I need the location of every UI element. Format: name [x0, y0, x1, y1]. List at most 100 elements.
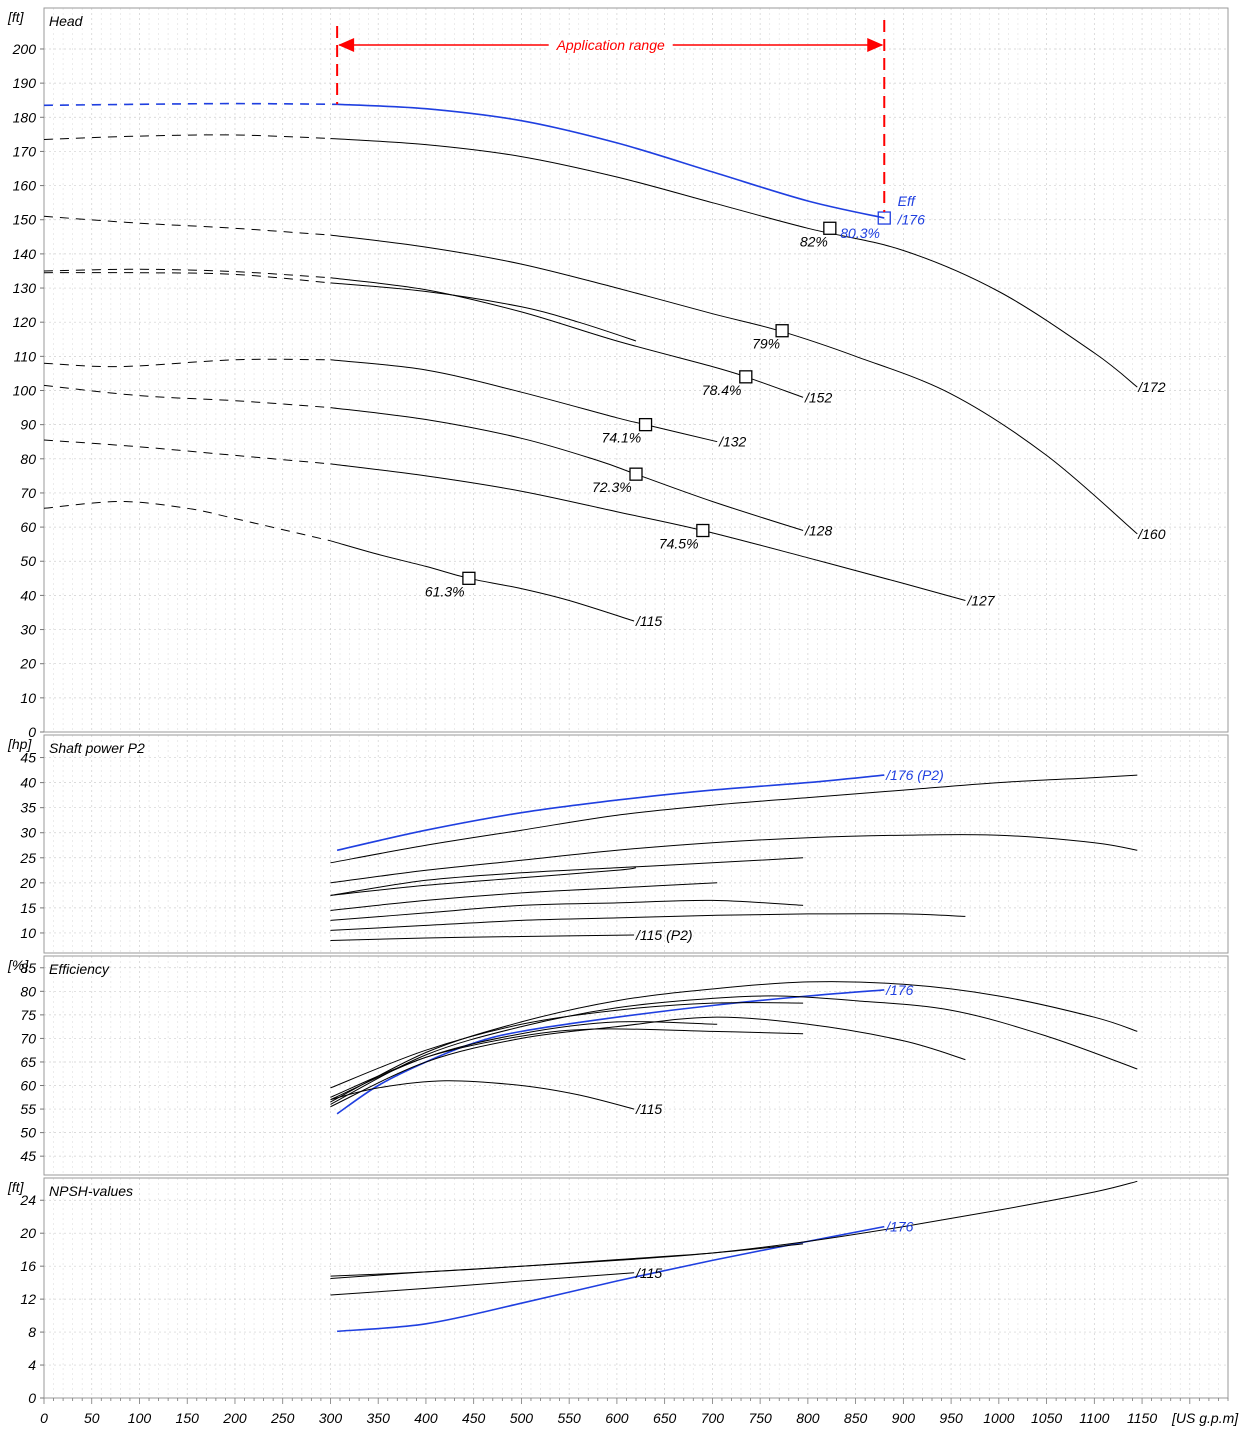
y-tick-label: 75 — [20, 1007, 36, 1023]
y-tick-label: 100 — [13, 382, 37, 398]
x-tick-label: 300 — [319, 1410, 343, 1426]
y-tick-label: 80 — [20, 983, 36, 999]
panel-unit-power: [hp] — [7, 736, 32, 752]
panel-title-head: Head — [49, 13, 84, 29]
x-tick-label: 350 — [367, 1410, 391, 1426]
y-tick-label: 60 — [20, 1078, 36, 1094]
series-line — [330, 1016, 966, 1108]
application-range-label: Application range — [556, 37, 665, 53]
y-tick-label: 40 — [20, 775, 36, 791]
y-tick-label: 30 — [20, 825, 36, 841]
x-tick-label: 1100 — [1079, 1410, 1109, 1426]
y-tick-label: 140 — [13, 246, 37, 262]
efficiency-marker — [823, 221, 837, 235]
series-label: /160 — [1137, 526, 1165, 542]
efficiency-marker-label: 74.5% — [659, 536, 699, 552]
y-tick-label: 10 — [20, 925, 36, 941]
panel-frame-head — [43, 7, 1229, 733]
series-label: /132 — [718, 434, 746, 450]
y-tick-label: 85 — [20, 960, 36, 976]
series-label: /128 — [804, 523, 832, 539]
eff-label: Eff — [898, 193, 917, 209]
series-line-dashed — [43, 102, 338, 107]
y-tick-label: 90 — [20, 417, 36, 433]
text-layer: 0102030405060708090100110120130140150160… — [7, 9, 1239, 1426]
panel-frame-eff — [43, 955, 1229, 1176]
y-tick-label: 120 — [13, 314, 37, 330]
y-tick-label: 180 — [13, 109, 37, 125]
x-tick-label: 450 — [462, 1410, 486, 1426]
efficiency-marker — [877, 211, 891, 225]
series-label: /115 (P2) — [635, 927, 693, 943]
series-line-dashed — [43, 134, 331, 140]
series-label: /127 — [966, 593, 995, 609]
y-tick-label: 16 — [20, 1258, 36, 1274]
efficiency-marker — [775, 324, 789, 338]
efficiency-marker-label: 61.3% — [425, 583, 465, 599]
series-line — [330, 407, 804, 531]
y-tick-label: 70 — [20, 1030, 36, 1046]
series-line — [330, 277, 804, 398]
series-line-dashed — [43, 384, 331, 409]
series-label: /176 — [897, 212, 925, 228]
x-tick-label: 400 — [414, 1410, 438, 1426]
grid-layer — [43, 8, 1229, 1399]
y-tick-label: 20 — [19, 875, 36, 891]
series-line-dashed — [43, 215, 331, 236]
efficiency-marker-label: 78.4% — [702, 382, 742, 398]
application-range-arrow-right — [867, 38, 884, 52]
x-axis-label: [US g.p.m] — [1171, 1410, 1239, 1426]
panel-title-eff: Efficiency — [49, 961, 110, 977]
y-tick-label: 45 — [20, 1148, 36, 1164]
series-line — [330, 359, 718, 443]
series-line — [330, 1080, 635, 1110]
series-line — [330, 834, 1138, 884]
y-tick-label: 170 — [13, 143, 37, 159]
x-tick-label: 700 — [701, 1410, 725, 1426]
series-line-dashed — [43, 358, 331, 368]
series-line — [337, 103, 885, 219]
y-tick-label: 50 — [20, 553, 36, 569]
x-tick-label: 900 — [892, 1410, 916, 1426]
x-tick-label: 1050 — [1031, 1410, 1062, 1426]
y-tick-label: 50 — [20, 1125, 36, 1141]
series-label: /115 — [635, 613, 662, 629]
y-tick-label: 70 — [20, 485, 36, 501]
series-line — [330, 463, 966, 601]
y-tick-label: 40 — [20, 587, 36, 603]
y-tick-label: 200 — [12, 41, 37, 57]
panel-frame-power — [43, 734, 1229, 954]
series-line — [330, 1002, 804, 1089]
series-line — [330, 857, 804, 896]
x-tick-label: 600 — [605, 1410, 629, 1426]
panel-unit-head: [ft] — [7, 9, 25, 25]
y-tick-label: 130 — [13, 280, 37, 296]
y-tick-label: 110 — [14, 348, 37, 364]
x-tick-label: 1150 — [1127, 1410, 1157, 1426]
y-tick-label: 25 — [19, 850, 36, 866]
application-range-label-bg — [548, 35, 673, 53]
efficiency-marker-label: 79% — [752, 336, 780, 352]
series-line — [330, 913, 966, 931]
series-line — [330, 899, 804, 921]
y-tick-label: 60 — [20, 519, 36, 535]
y-tick-label: 65 — [20, 1054, 36, 1070]
series-line-dashed — [43, 272, 331, 284]
x-tick-label: 950 — [939, 1410, 963, 1426]
x-tick-label: 150 — [176, 1410, 200, 1426]
efficiency-marker — [638, 417, 653, 432]
x-tick-label: 850 — [844, 1410, 868, 1426]
y-tick-label: 0 — [28, 724, 36, 740]
efficiency-marker — [696, 523, 710, 538]
panel-title-npsh: NPSH-values — [49, 1183, 133, 1199]
efficiency-marker — [629, 467, 643, 481]
y-tick-label: 24 — [19, 1192, 36, 1208]
series-line — [336, 989, 885, 1115]
y-tick-label: 35 — [20, 800, 36, 816]
y-tick-label: 12 — [20, 1291, 36, 1307]
y-tick-label: 30 — [20, 622, 36, 638]
series-line — [330, 234, 1138, 535]
efficiency-marker-label: 74.1% — [602, 430, 642, 446]
series-line — [330, 882, 718, 911]
